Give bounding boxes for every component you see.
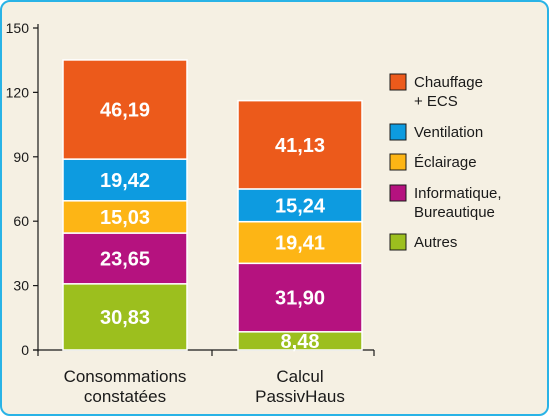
bar-segment bbox=[237, 188, 363, 223]
data-label: 41,13 bbox=[275, 135, 325, 157]
legend-label: Chauffage bbox=[414, 74, 483, 91]
legend-label: Autres bbox=[414, 234, 457, 251]
category-label: Calcul bbox=[276, 367, 323, 386]
bars bbox=[62, 59, 363, 351]
y-tick-label: 60 bbox=[13, 213, 29, 229]
legend-swatch bbox=[389, 73, 407, 91]
data-label: 8,48 bbox=[281, 331, 320, 353]
legend-swatch bbox=[389, 123, 407, 141]
legend-swatch bbox=[389, 153, 407, 171]
legend: Chauffage + ECS Ventilation Éclairage Inform… bbox=[389, 73, 502, 251]
data-labels: 30,83 23,65 15,03 19,42 46,19 8,48 31,90 19,41 1… bbox=[100, 100, 326, 353]
bar-segment bbox=[62, 283, 188, 351]
data-label: 15,03 bbox=[100, 207, 150, 229]
legend-label: Éclairage bbox=[414, 154, 477, 171]
data-label: 15,24 bbox=[275, 195, 326, 217]
y-tick-label: 30 bbox=[13, 278, 29, 294]
data-label: 46,19 bbox=[100, 100, 150, 122]
bar-segment bbox=[62, 59, 188, 160]
data-label: 19,42 bbox=[100, 170, 150, 192]
bar-segment bbox=[237, 99, 363, 190]
category-label: PassivHaus bbox=[255, 387, 345, 406]
bar-segment bbox=[237, 220, 363, 265]
data-label: 30,83 bbox=[100, 307, 150, 329]
y-tick-label: 0 bbox=[21, 342, 29, 358]
legend-label: + ECS bbox=[414, 93, 458, 110]
legend-label: Informatique, bbox=[414, 185, 502, 202]
bar-segment bbox=[62, 158, 188, 202]
bar-segment bbox=[62, 232, 188, 285]
y-tick-label: 120 bbox=[6, 84, 30, 100]
y-tick-label: 90 bbox=[13, 149, 29, 165]
data-label: 19,41 bbox=[275, 232, 325, 254]
data-label: 23,65 bbox=[100, 248, 150, 270]
data-label: 31,90 bbox=[275, 288, 325, 310]
legend-swatch bbox=[389, 233, 407, 251]
legend-swatch bbox=[389, 184, 407, 202]
category-label: constatées bbox=[84, 387, 166, 406]
bar-segment bbox=[237, 262, 363, 333]
legend-label: Ventilation bbox=[414, 124, 483, 141]
y-tick-label: 150 bbox=[6, 20, 30, 36]
category-label: Consommations bbox=[64, 367, 187, 386]
legend-label: Bureautique bbox=[414, 204, 495, 221]
